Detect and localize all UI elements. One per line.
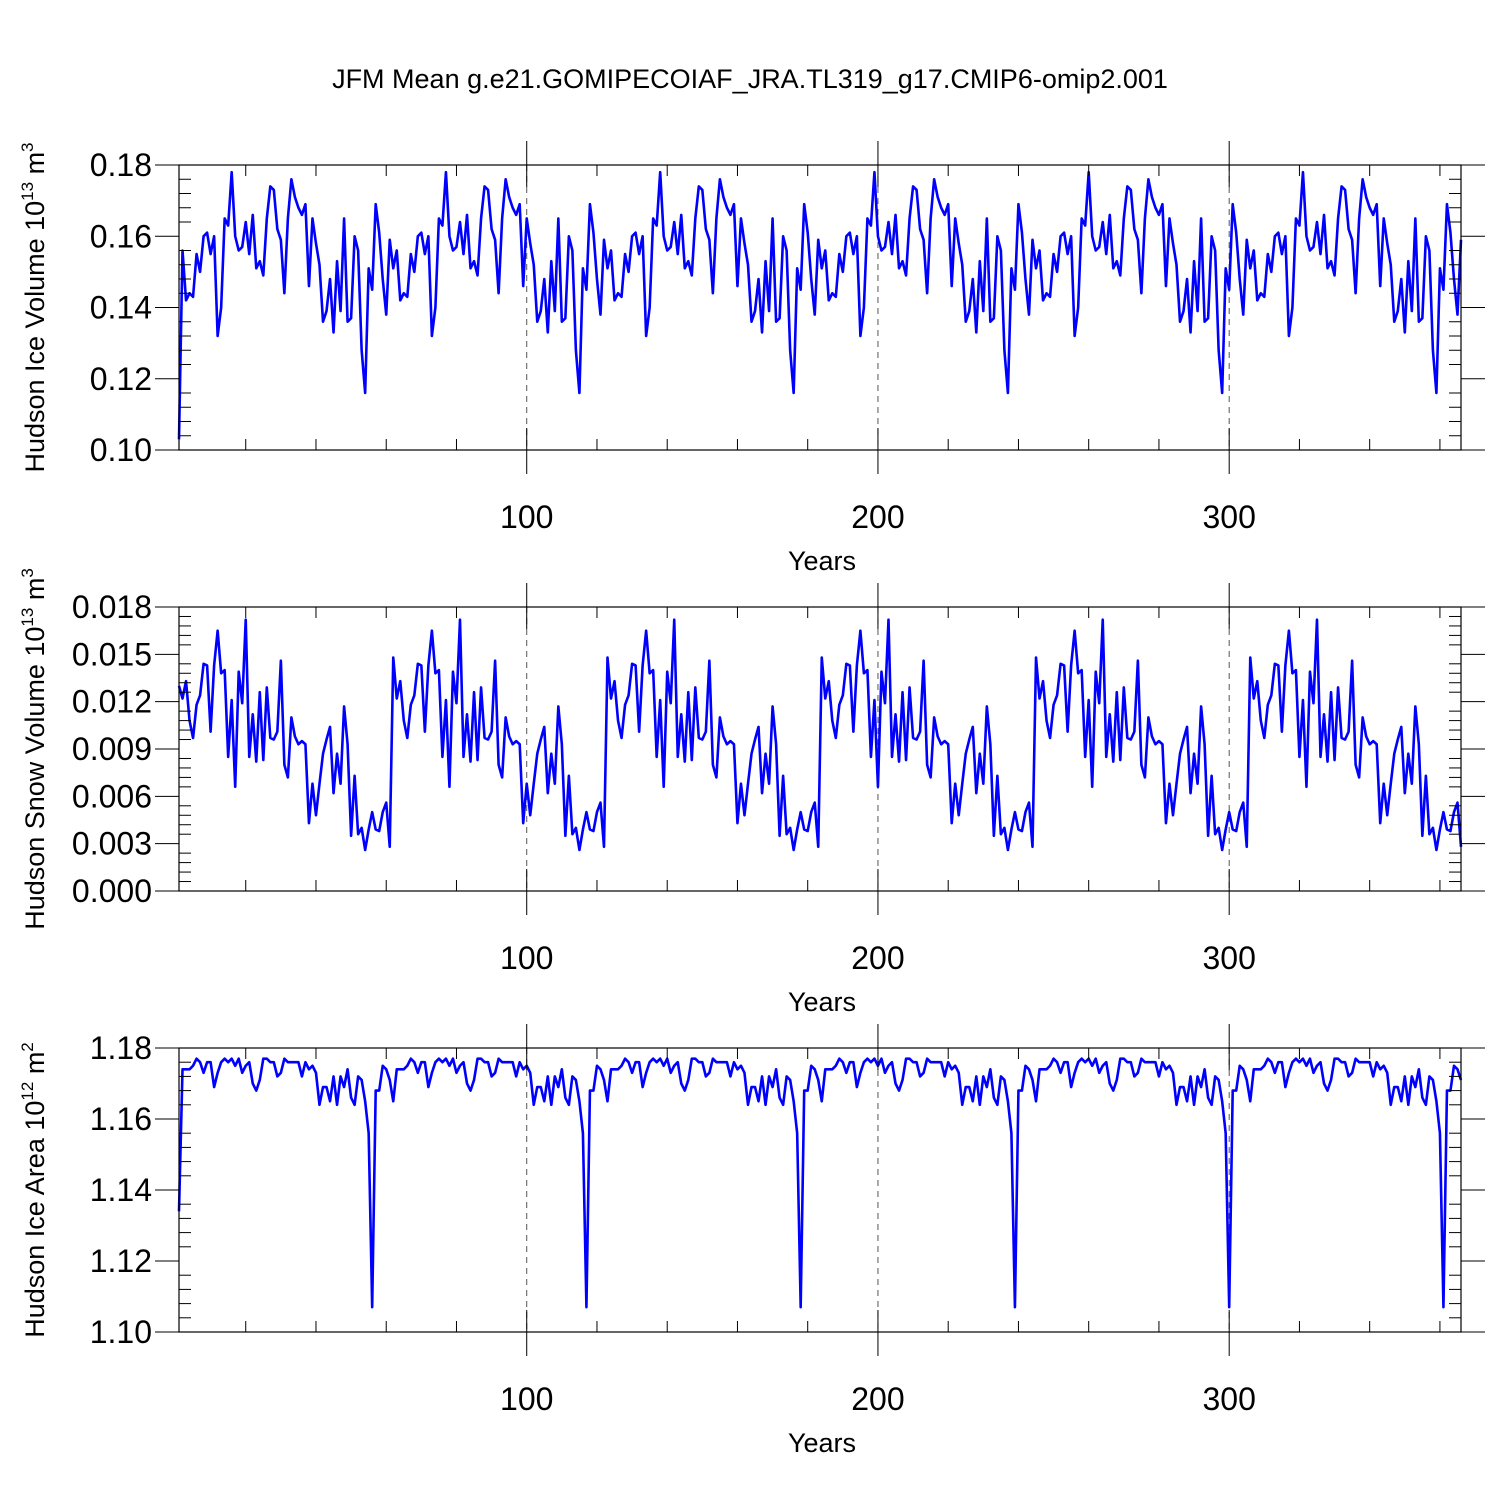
y-tick-label: 0.000 <box>72 873 152 909</box>
series-line <box>177 170 1463 440</box>
x-tick-label: 100 <box>500 499 553 535</box>
plot-frame <box>178 164 1462 451</box>
y-tick-label: 1.12 <box>90 1243 152 1279</box>
x-tick-label: 100 <box>500 1381 553 1417</box>
panel-2: 100 200 300 0.000 0.003 0.006 0.009 0.012 0.015 0… <box>18 568 1485 1017</box>
y-tick-label: 0.012 <box>72 684 152 720</box>
x-axis-label: Years <box>788 987 856 1017</box>
y-tick-label: 0.16 <box>90 218 152 254</box>
y-tick-label: 0.009 <box>72 731 152 767</box>
panel-3: 100 200 300 1.10 1.12 1.14 1.16 1.18 Years Hudson… <box>18 1024 1485 1458</box>
y-tick-label: 1.16 <box>90 1101 152 1137</box>
series-line <box>177 618 1463 852</box>
x-tick-label: 300 <box>1202 1381 1255 1417</box>
y-tick-label: 0.12 <box>90 361 152 397</box>
y-tick-label: 0.10 <box>90 432 152 468</box>
y-tick-label: 0.018 <box>72 589 152 625</box>
y-axis-label: Hudson Ice Area 1012 m2 <box>18 1042 50 1338</box>
x-tick-label: 200 <box>851 499 904 535</box>
y-axis-label: Hudson Ice Volume 1013 m3 <box>18 142 50 472</box>
y-tick-label: 0.006 <box>72 778 152 814</box>
y-tick-label: 1.18 <box>90 1030 152 1066</box>
y-tick-label: 0.18 <box>90 147 152 183</box>
x-tick-label: 300 <box>1202 499 1255 535</box>
x-axis-label: Years <box>788 1428 856 1458</box>
y-tick-label: 1.14 <box>90 1172 152 1208</box>
x-tick-label: 100 <box>500 940 553 976</box>
y-tick-label: 1.10 <box>90 1314 152 1350</box>
y-tick-label: 0.14 <box>90 290 152 326</box>
x-axis-label: Years <box>788 546 856 576</box>
y-tick-label: 0.015 <box>72 636 152 672</box>
panel-1: 100 200 300 0.10 0.12 0.14 0.16 0.18 Years Hudson… <box>18 141 1485 576</box>
x-tick-label: 300 <box>1202 940 1255 976</box>
series-line <box>177 1057 1463 1309</box>
x-tick-label: 200 <box>851 940 904 976</box>
x-tick-label: 200 <box>851 1381 904 1417</box>
figure-title: JFM Mean g.e21.GOMIPECOIAF_JRA.TL319_g17… <box>332 64 1168 94</box>
y-axis-label: Hudson Snow Volume 1013 m3 <box>18 568 50 930</box>
y-tick-label: 0.003 <box>72 826 152 862</box>
